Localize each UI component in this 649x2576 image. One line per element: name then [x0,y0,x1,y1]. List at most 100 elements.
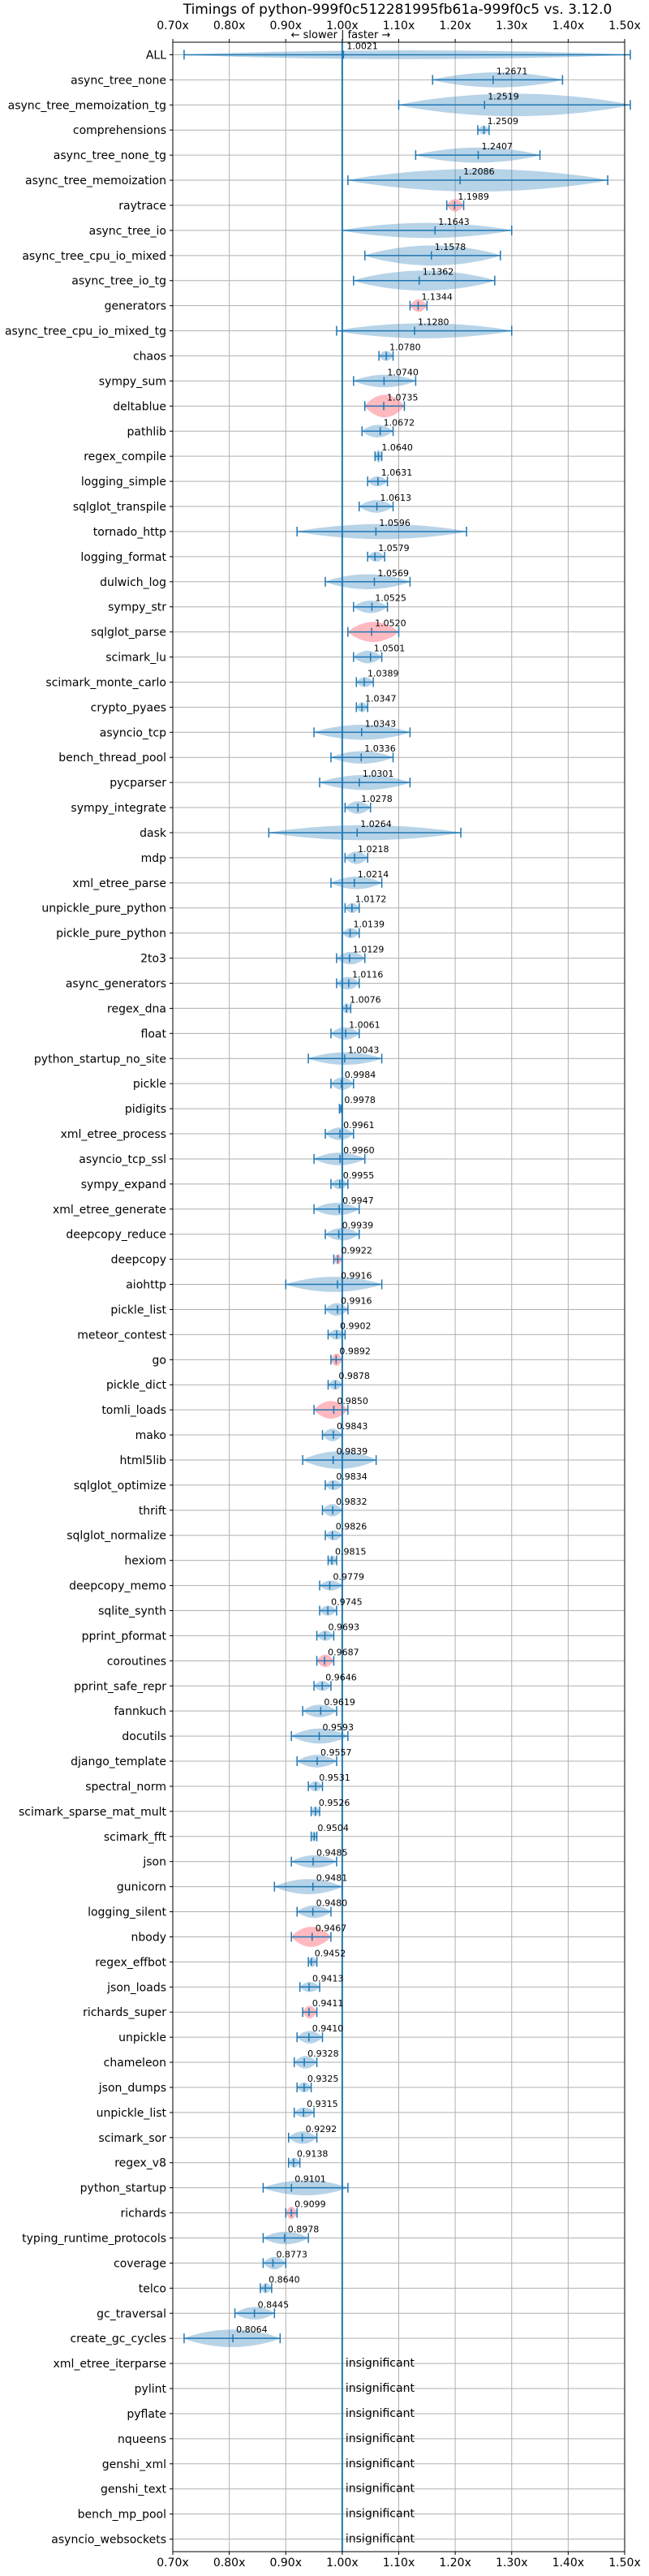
value-label: 0.9839 [337,1446,368,1457]
x-tick-label-bottom: 1.00x [326,2557,358,2570]
value-label: 0.9413 [312,1973,344,1984]
benchmark-label: xml_etree_generate [53,1204,166,1217]
insignificant-label: insignificant [346,2382,415,2395]
value-label: 1.1344 [421,292,453,303]
benchmark-label: regex_effbot [95,1956,166,1969]
benchmark-label: tomli_loads [101,1404,166,1417]
value-label: 0.9526 [319,1798,350,1808]
x-tick-label-bottom: 1.50x [608,2557,640,2570]
x-tick-label-top: 1.00x [326,19,358,32]
value-label: 1.0347 [365,693,397,704]
value-label: 1.2519 [488,91,519,101]
benchmark-label: meteor_contest [77,1329,166,1342]
benchmark-label: sympy_str [108,601,166,614]
value-label: 1.0218 [358,844,389,855]
x-tick-label-bottom: 0.90x [270,2557,302,2570]
benchmark-label: sqlglot_transpile [73,501,166,514]
value-label: 1.0740 [387,367,418,377]
value-label: 0.8773 [276,2249,307,2259]
direction-hint: ← slower | faster → [291,29,391,41]
benchmark-label: async_tree_io [89,225,166,238]
value-label: 0.9955 [343,1170,375,1181]
benchmark-label: async_tree_cpu_io_mixed_tg [5,325,166,338]
insignificant-label: insignificant [346,2458,415,2470]
value-label: 1.0640 [381,442,413,453]
benchmark-label: coverage [114,2257,166,2270]
benchmark-label: genshi_xml [102,2458,166,2471]
value-label: 1.0116 [352,970,384,980]
value-label: 1.0172 [355,894,387,905]
x-tick-label-bottom: 1.40x [552,2557,584,2570]
value-label: 0.9557 [320,1747,352,1758]
benchmark-label: json_dumps [98,2082,166,2095]
value-label: 0.9411 [312,1998,344,2009]
benchmark-label: docutils [122,1730,166,1743]
benchmark-label: deepcopy [111,1254,166,1267]
benchmark-label: mdp [141,852,167,865]
benchmark-label: xml_etree_process [61,1128,166,1141]
insignificant-label: insignificant [346,2533,415,2546]
benchmark-label: sympy_integrate [71,802,166,815]
insignificant-label: insignificant [346,2357,415,2370]
benchmark-label: bench_mp_pool [78,2509,166,2522]
benchmark-label: aiohttp [126,1279,166,1292]
x-tick-label-bottom: 1.30x [496,2557,527,2570]
value-label: 0.9960 [343,1145,375,1156]
benchmark-label: go [153,1354,166,1367]
value-label: 1.1362 [423,267,454,278]
value-label: 0.9878 [338,1371,370,1381]
value-label: 0.9939 [342,1221,374,1231]
value-label: 1.0343 [365,718,397,729]
benchmark-label: genshi_text [101,2483,167,2496]
benchmark-label: sympy_sum [99,375,166,388]
benchmark-label: scimark_lu [105,652,166,665]
benchmark-label: mako [135,1429,166,1442]
x-tick-label-bottom: 1.20x [439,2557,471,2570]
x-tick-label-top: 1.20x [439,19,471,32]
benchmark-label: scimark_fft [104,1831,167,1844]
value-label: 1.0672 [384,417,415,428]
benchmark-label: richards_super [83,2006,166,2019]
x-tick-label-top: 0.80x [213,19,245,32]
benchmark-label: float [141,1027,167,1040]
benchmark-label: pickle_pure_python [56,928,166,941]
marks-layer [183,42,631,2552]
value-label: 1.0021 [346,41,378,51]
benchmark-label: thrift [139,1505,167,1518]
x-tick-label-bottom: 0.70x [157,2557,188,2570]
value-label: 1.0139 [354,920,385,930]
benchmark-label: gunicorn [117,1881,166,1894]
value-label: 0.9745 [331,1597,363,1608]
value-label: 1.0520 [375,618,406,629]
plot-frame [172,41,625,2552]
benchmark-label: async_generators [66,978,166,991]
benchmark-label: deepcopy_reduce [66,1229,166,1242]
value-label: 0.9779 [333,1572,364,1583]
benchmark-label: async_tree_io_tg [71,275,166,288]
value-label: 1.0214 [358,869,389,880]
benchmark-label: unpickle_list [97,2107,167,2120]
value-label: 0.9325 [307,2074,339,2084]
value-label: 0.9826 [336,1522,367,1532]
benchmark-label: pyflate [127,2408,166,2421]
value-label: 1.1578 [435,242,466,252]
value-label: 1.0043 [348,1045,380,1055]
benchmark-label: pathlib [127,425,167,438]
value-label: 1.1989 [458,192,489,202]
value-label: 0.9834 [336,1471,367,1482]
value-label: 1.2407 [481,141,513,152]
insignificant-label: insignificant [346,2483,415,2496]
benchmark-label: asyncio_tcp_ssl [79,1153,166,1166]
value-label: 0.9099 [294,2199,326,2210]
benchmark-label: dask [140,827,167,840]
x-tick-label-bottom: 0.80x [213,2557,245,2570]
value-label: 0.9410 [312,2023,344,2034]
benchmark-label: create_gc_cycles [70,2333,166,2346]
benchmark-label: pycparser [110,777,166,790]
benchmark-label: regex_dna [107,1002,166,1015]
benchmark-label: gc_traversal [97,2307,166,2320]
value-label: 1.0569 [377,568,409,579]
value-label: 0.9916 [341,1295,372,1306]
value-label: 0.9646 [325,1672,357,1682]
benchmark-label: sqlite_synth [98,1605,166,1618]
